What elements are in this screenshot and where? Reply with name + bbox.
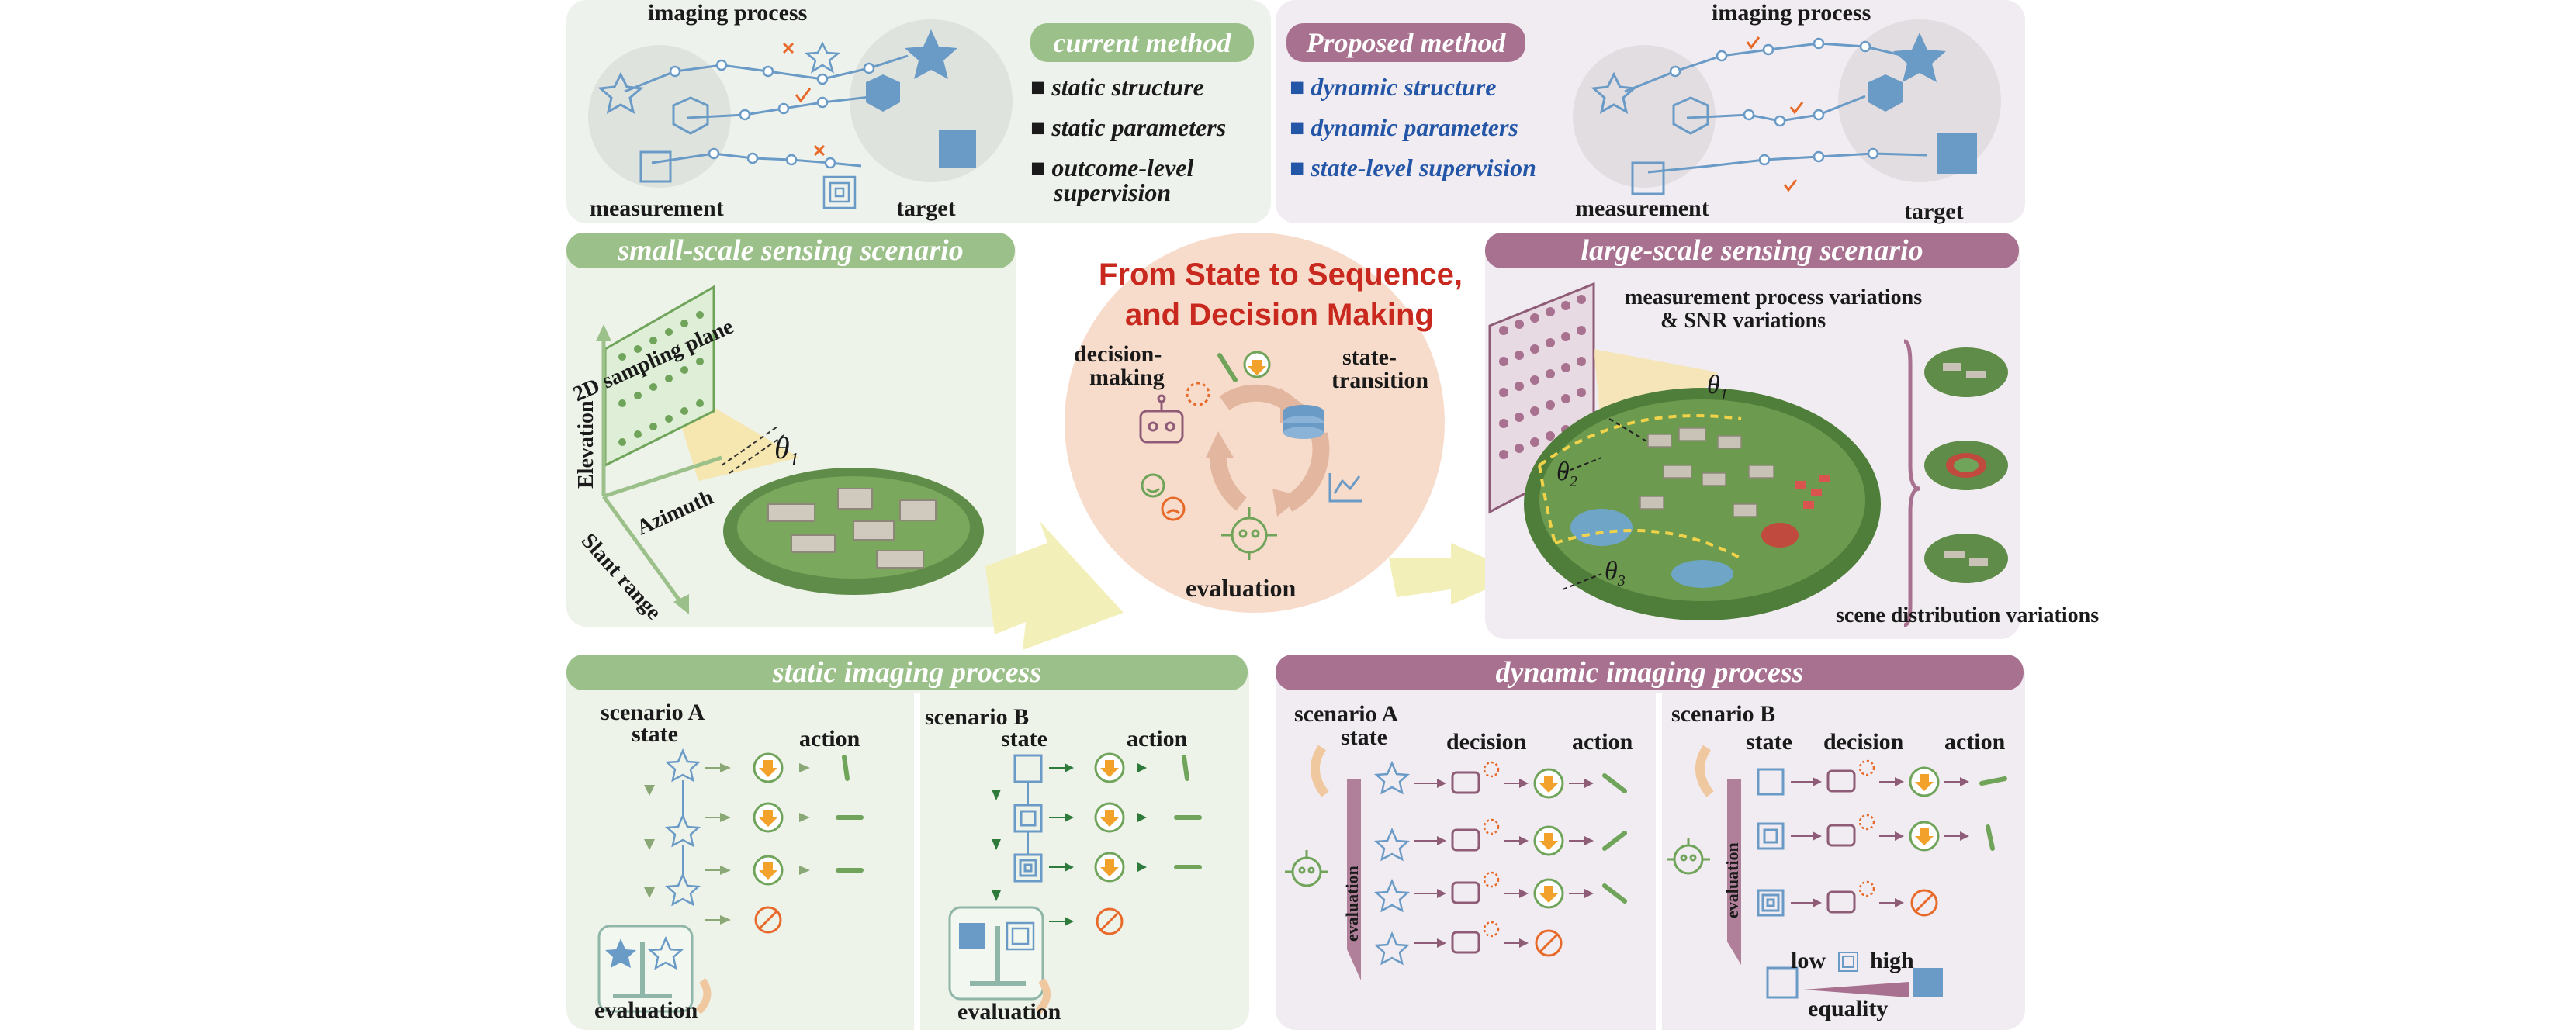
theta2-large-label: θ2 [1556, 458, 1577, 490]
static-process-diagram [597, 748, 1202, 1014]
static-process-panel: static imaging process [566, 655, 1249, 1030]
state-transition-label-2: transition [1331, 368, 1429, 393]
dynamic-process-panel: dynamic imaging process [1276, 655, 2025, 1030]
dynamic-state-a-label: state [1341, 724, 1387, 750]
dynamic-evaluation-a-label: evaluation [1342, 866, 1362, 942]
dynamic-decision-a-label: decision [1446, 729, 1527, 755]
theta1-large-label: θ1 [1707, 371, 1728, 403]
dynamic-process-diagram [1285, 745, 2007, 999]
measurement-label-right: measurement [1575, 195, 1709, 221]
static-scenario-a-label: scenario A [601, 700, 705, 725]
proposed-method-panel: Proposed method ■ dynamic structure ■ dy… [1276, 0, 2025, 224]
current-method-badge: current method [1030, 23, 1254, 62]
current-method-panel: imaging process measurement target curre… [566, 0, 1271, 223]
square-filled-icon [939, 130, 976, 168]
large-scale-panel: large-scale sensing scenario measurement… [1485, 233, 2099, 639]
target-label: target [896, 195, 956, 221]
current-item-3: ■ outcome-level [1030, 154, 1194, 181]
imaging-process-label-right: imaging process [1712, 0, 1871, 26]
dynamic-scenario-b-label: scenario B [1671, 701, 1776, 727]
small-scale-diagram [596, 285, 984, 614]
center-circle [1065, 233, 1445, 613]
equality-low-label: low [1791, 948, 1826, 973]
current-item-3b: supervision [1054, 178, 1172, 206]
sad-icon [1161, 496, 1186, 521]
static-action-a-label: action [799, 726, 860, 752]
snr-variations-label: & SNR variations [1660, 309, 1826, 333]
equality-high-label: high [1870, 948, 1914, 973]
decision-making-label-2: making [1089, 365, 1165, 390]
center-title-line1: From State to Sequence, [1099, 258, 1463, 292]
static-evaluation-b-label: evaluation [957, 999, 1061, 1025]
static-evaluation-a-label: evaluation [594, 997, 698, 1023]
target-label-right: target [1904, 199, 1964, 224]
center-title-line2: and Decision Making [1125, 298, 1434, 332]
static-divider [914, 693, 920, 1030]
current-item-1: ■ static structure [1030, 73, 1204, 101]
dynamic-decision-b-label: decision [1823, 729, 1904, 755]
current-method-diagram [588, 19, 1013, 209]
measurement-variations-label: measurement process variations [1625, 285, 1923, 309]
dynamic-scenario-a-label: scenario A [1294, 701, 1399, 727]
spinner-icon [1186, 382, 1210, 406]
hexagon-filled-icon [866, 74, 900, 112]
dynamic-state-b-label: state [1746, 729, 1792, 755]
dynamic-action-a-label: action [1572, 729, 1633, 755]
database-icon [1283, 405, 1324, 439]
state-transition-label-1: state- [1342, 344, 1397, 370]
static-state-b-label: state [1001, 726, 1047, 752]
measurement-label: measurement [590, 195, 724, 221]
star-filled-icon [905, 29, 957, 79]
square-outline-icon [639, 150, 672, 183]
evaluation-chip-icon [1221, 507, 1277, 560]
wrench-icon [1217, 353, 1238, 382]
smile-icon [1141, 473, 1165, 498]
dynamic-process-band: dynamic imaging process [1276, 655, 2024, 690]
theta1-label: θ1 [774, 430, 799, 470]
proposed-method-diagram [1573, 19, 2001, 195]
large-scale-diagram [1488, 282, 2008, 627]
theta3-large-label: θ3 [1605, 557, 1626, 589]
evaluation-center-label: evaluation [1186, 574, 1297, 602]
equality-label: equality [1808, 996, 1889, 1021]
static-state-a-label: state [632, 721, 678, 747]
line-chart-icon [1328, 473, 1362, 503]
robot-icon [1139, 394, 1184, 444]
large-scale-band: large-scale sensing scenario [1485, 233, 2019, 268]
small-scale-band: small-scale sensing scenario [566, 233, 1015, 268]
static-scenario-b-label: scenario B [925, 704, 1030, 730]
static-action-b-label: action [1127, 726, 1188, 752]
dynamic-divider [1656, 693, 1662, 1030]
proposed-item-3: ■ state-level supervision [1290, 154, 1536, 181]
small-scale-panel: small-scale sensing scenario 2D sampling… [566, 233, 1016, 627]
decision-making-label-1: decision- [1074, 341, 1162, 367]
proposed-item-2: ■ dynamic parameters [1290, 113, 1518, 141]
scene-variations-label: scene distribution variations [1836, 603, 2100, 627]
star-outline-icon [597, 71, 644, 114]
proposed-method-badge: Proposed method [1286, 23, 1525, 62]
dynamic-evaluation-b-label: evaluation [1723, 842, 1742, 918]
imaging-process-label: imaging process [648, 0, 808, 26]
hexagon-outline-icon [672, 96, 709, 135]
dynamic-action-b-label: action [1944, 729, 2006, 755]
proposed-item-1: ■ dynamic structure [1290, 73, 1497, 101]
current-item-2: ■ static parameters [1030, 113, 1227, 141]
static-process-band: static imaging process [566, 655, 1248, 690]
